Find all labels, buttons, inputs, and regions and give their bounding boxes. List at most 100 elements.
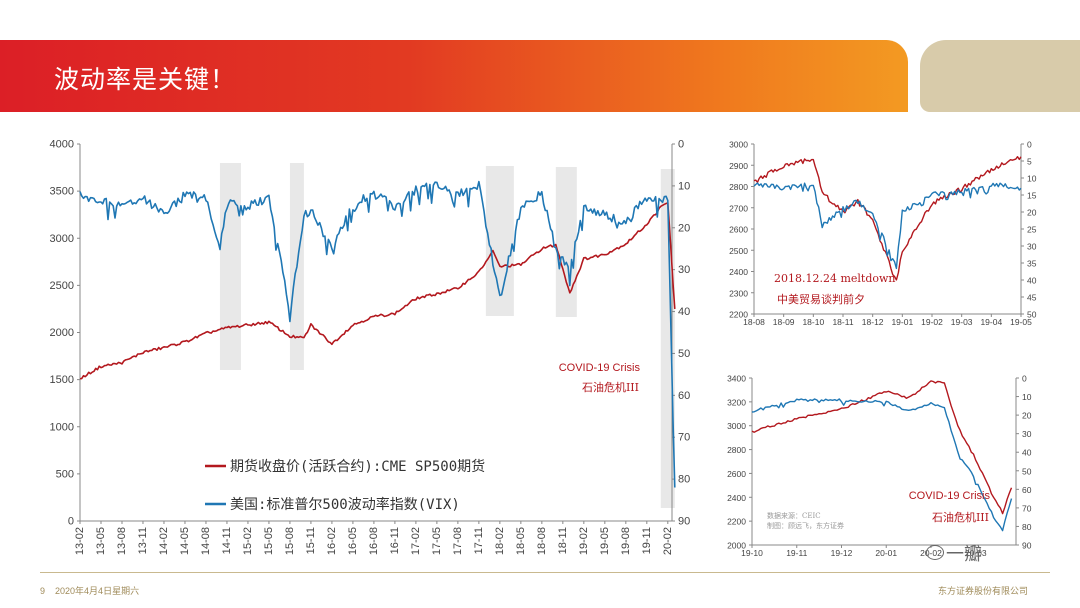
y-tick-label-left: 2000 xyxy=(50,327,74,339)
x-tick-label: 20-02 xyxy=(662,527,674,555)
y-tick-label-right: 70 xyxy=(678,432,690,444)
footer-date: 9 2020年4月4日星期六 xyxy=(40,584,139,597)
x-tick-label: 18-02 xyxy=(494,527,506,555)
x-tick-label: 19-11 xyxy=(786,548,807,558)
shaded-period xyxy=(555,167,577,317)
y-tick-label-left: 3200 xyxy=(727,397,746,407)
x-tick-label: 16-11 xyxy=(389,527,401,554)
y-tick-label-left: 2900 xyxy=(729,161,748,171)
x-tick-label: 15-11 xyxy=(305,527,317,554)
y-tick-label-left: 500 xyxy=(56,468,74,480)
y-tick-label-left: 2800 xyxy=(729,182,748,192)
series-line-vix xyxy=(79,180,676,488)
x-tick-label: 19-08 xyxy=(620,527,632,555)
page-number: 9 xyxy=(40,586,46,596)
series-line-vix xyxy=(751,398,1013,532)
y-tick-label-right: 70 xyxy=(1022,503,1032,513)
x-tick-label: 20-03 xyxy=(965,548,987,558)
y-tick-label-left: 2800 xyxy=(727,445,746,455)
slide-title: 波动率是关键！ xyxy=(54,65,237,94)
y-tick-label-left: 2200 xyxy=(727,517,746,527)
annotation-oil-small: 石油危机III xyxy=(932,510,989,524)
series-line-sp500 xyxy=(753,156,1022,281)
y-tick-label-right: 5 xyxy=(1027,157,1032,167)
legend-label-sp500: 期货收盘价(活跃合约):CME SP500期货 xyxy=(230,458,485,475)
y-tick-label-right: 40 xyxy=(1022,448,1032,458)
y-tick-label-left: 3000 xyxy=(50,233,74,245)
y-tick-label-right: 90 xyxy=(1022,541,1032,551)
y-tick-label-left: 2500 xyxy=(729,246,748,256)
y-tick-label-right: 0 xyxy=(1027,140,1032,150)
date-text: 2020年4月4日星期六 xyxy=(55,586,140,596)
x-tick-label: 18-11 xyxy=(557,527,569,554)
annotation-covid: COVID-19 Crisis xyxy=(559,362,641,374)
x-tick-label: 19-05 xyxy=(599,527,611,555)
y-tick-label-left: 3500 xyxy=(50,186,74,198)
x-tick-label: 15-08 xyxy=(284,527,296,555)
series-line-sp500 xyxy=(79,202,676,380)
y-tick-label-left: 3000 xyxy=(729,140,748,150)
annotation-covid-small: COVID-19 Crisis xyxy=(909,490,991,502)
x-tick-label: 17-08 xyxy=(452,527,464,555)
y-tick-label-left: 3000 xyxy=(727,421,746,431)
y-tick-label-right: 45 xyxy=(1027,293,1037,303)
y-tick-label-right: 10 xyxy=(678,180,690,192)
x-tick-label: 18-12 xyxy=(862,317,884,327)
shaded-period xyxy=(485,166,514,316)
x-tick-label: 16-08 xyxy=(368,527,380,555)
y-tick-label-right: 50 xyxy=(1022,466,1032,476)
y-tick-label-left: 2300 xyxy=(729,288,748,298)
y-tick-label-right: 30 xyxy=(678,264,690,276)
x-tick-label: 18-09 xyxy=(773,317,795,327)
wechat-icon xyxy=(926,545,944,560)
x-tick-label: 20-01 xyxy=(875,548,897,558)
y-tick-label-right: 20 xyxy=(1022,411,1032,421)
x-tick-label: 15-05 xyxy=(263,527,275,555)
y-tick-label-right: 80 xyxy=(1022,522,1032,532)
x-tick-label: 19-10 xyxy=(741,548,763,558)
x-tick-label: 14-05 xyxy=(179,527,191,555)
x-tick-label: 17-02 xyxy=(410,527,422,555)
x-tick-label: 14-02 xyxy=(158,527,170,555)
x-tick-label: 17-11 xyxy=(473,527,485,554)
y-tick-label-left: 4000 xyxy=(50,139,74,151)
x-tick-label: 19-12 xyxy=(831,548,853,558)
y-tick-label-left: 1500 xyxy=(50,374,74,386)
x-tick-label: 17-05 xyxy=(431,527,443,555)
y-tick-label-right: 40 xyxy=(1027,276,1037,286)
x-tick-label: 13-11 xyxy=(137,527,149,554)
annotation-oil: 石油危机III xyxy=(582,380,639,394)
y-tick-label-right: 30 xyxy=(1027,242,1037,252)
y-tick-label-right: 20 xyxy=(678,222,690,234)
x-tick-label: 18-05 xyxy=(515,527,527,555)
y-tick-label-right: 10 xyxy=(1022,392,1032,402)
x-tick-label: 18-10 xyxy=(802,317,824,327)
x-tick-label: 14-08 xyxy=(200,527,212,555)
footer-divider xyxy=(40,572,1050,573)
x-tick-label: 13-02 xyxy=(74,527,86,555)
y-tick-label-left: 2400 xyxy=(729,267,748,277)
y-tick-label-right: 40 xyxy=(678,306,690,318)
y-tick-label-left: 2200 xyxy=(729,310,748,320)
chart-credit: 制图：顾远飞，东方证券 xyxy=(767,521,844,530)
y-tick-label-left: 2000 xyxy=(727,541,746,551)
watermark: 一瓣 xyxy=(946,544,982,565)
y-tick-label-right: 30 xyxy=(1022,429,1032,439)
annotation-trade-talks: 中美贸易谈判前夕 xyxy=(777,292,865,306)
y-tick-label-left: 2700 xyxy=(729,203,748,213)
y-tick-label-right: 80 xyxy=(678,474,690,486)
y-tick-label-right: 60 xyxy=(1022,485,1032,495)
y-tick-label-left: 1000 xyxy=(50,421,74,433)
y-tick-label-right: 50 xyxy=(1027,310,1037,320)
y-tick-label-right: 60 xyxy=(678,390,690,402)
y-tick-label-right: 10 xyxy=(1027,174,1037,184)
series-line-vix xyxy=(753,182,1022,270)
y-tick-label-left: 3400 xyxy=(727,374,746,384)
x-tick-label: 19-04 xyxy=(980,317,1002,327)
y-tick-label-left: 2400 xyxy=(727,493,746,503)
x-tick-label: 14-11 xyxy=(221,527,233,554)
y-tick-label-right: 50 xyxy=(678,348,690,360)
x-tick-label: 15-02 xyxy=(242,527,254,555)
annotation-meltdown: 2018.12.24 meltdown xyxy=(774,272,896,285)
